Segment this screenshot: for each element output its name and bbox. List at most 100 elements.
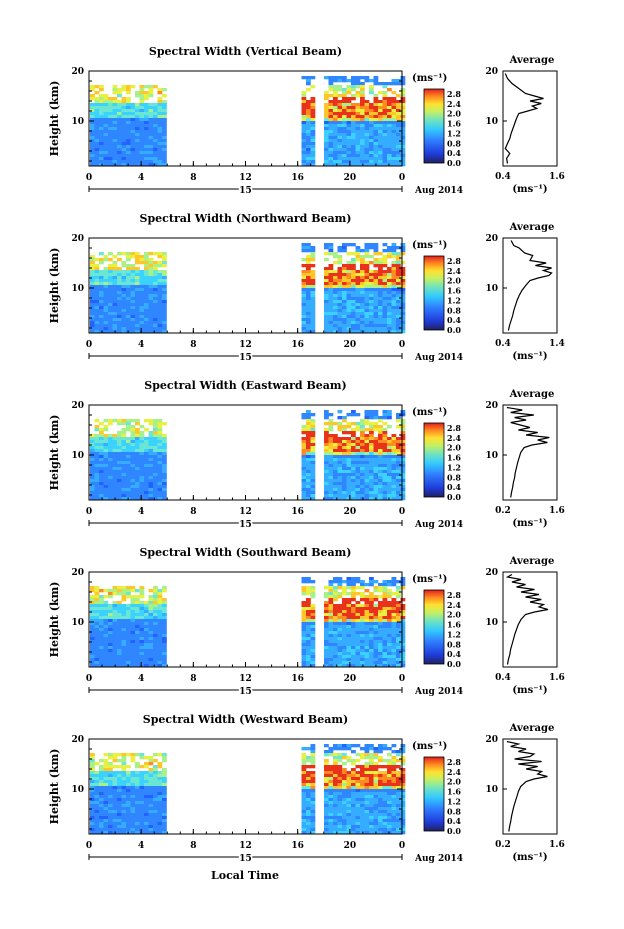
heatmap-cell (310, 479, 316, 483)
heatmap-cell (355, 163, 361, 167)
heatmap-cell (153, 127, 158, 131)
heatmap-cell (378, 494, 383, 498)
heatmap-cell (162, 309, 167, 313)
heatmap-cell (117, 625, 122, 629)
heatmap-cell (301, 625, 307, 629)
heatmap-cell (378, 640, 383, 644)
heatmap-cell (148, 637, 154, 641)
heatmap-cell (126, 652, 131, 656)
heatmap-cell (378, 449, 383, 453)
heatmap-cell (99, 473, 104, 477)
heatmap-cell (144, 91, 149, 95)
heatmap-cell (144, 324, 149, 328)
heatmap-cell (369, 497, 374, 501)
heatmap-cell (373, 291, 379, 295)
heatmap-cell (333, 154, 338, 158)
heatmap-cell (126, 631, 131, 635)
heatmap-cell (117, 157, 122, 161)
heatmap-cell (337, 756, 343, 760)
heatmap-cell (333, 315, 338, 319)
heatmap-cell (306, 431, 311, 435)
heatmap-cell (153, 455, 158, 459)
heatmap-cell (333, 109, 338, 113)
heatmap-cell (135, 589, 140, 593)
heatmap-cell (333, 252, 338, 256)
heatmap-cell (369, 270, 374, 274)
heatmap-cell (337, 786, 343, 790)
heatmap-cell (310, 321, 316, 325)
heatmap-cell (306, 76, 311, 80)
heatmap-cell (157, 446, 163, 450)
heatmap-cell (369, 598, 374, 602)
heatmap-cell (157, 136, 163, 140)
heatmap-cell (310, 300, 316, 304)
heatmap-cell (162, 330, 167, 334)
heatmap-cell (396, 610, 401, 614)
colorbar-tick-label: 2.0 (447, 610, 461, 620)
heatmap-cell (369, 103, 374, 107)
heatmap-cell (130, 801, 136, 805)
heatmap-cell (301, 601, 307, 605)
heatmap-cell (99, 485, 104, 489)
heatmap-cell (306, 285, 311, 289)
heatmap-cell (360, 148, 365, 152)
heatmap-cell (108, 470, 113, 474)
heatmap-cell (324, 452, 329, 456)
heatmap-cell (346, 488, 352, 492)
heatmap-cell (360, 303, 365, 307)
heatmap-cell (355, 121, 361, 125)
heatmap-cell (103, 601, 109, 605)
heatmap-cell (369, 595, 374, 599)
heatmap-cell (333, 76, 338, 80)
heatmap-cell (369, 473, 374, 477)
heatmap-cell (126, 100, 131, 104)
heatmap-cell (333, 106, 338, 110)
heatmap-cell (162, 631, 167, 635)
heatmap-cell (301, 792, 307, 796)
heatmap-cell (342, 464, 347, 468)
heatmap-cell (328, 473, 334, 477)
profile-title: Average (509, 222, 555, 233)
heatmap-cell (130, 774, 136, 778)
heatmap-cell (342, 661, 347, 665)
heatmap-cell (103, 640, 109, 644)
heatmap-cell (360, 467, 365, 471)
heatmap-cell (139, 801, 145, 805)
heatmap-cell (382, 413, 388, 417)
heatmap-cell (310, 482, 316, 486)
heatmap-cell (342, 246, 347, 250)
heatmap-cell (337, 470, 343, 474)
heatmap-cell (364, 628, 370, 632)
heatmap-cell (99, 649, 104, 653)
heatmap-cell (391, 157, 397, 161)
heatmap-cell (337, 449, 343, 453)
heatmap-cell (400, 437, 406, 441)
heatmap-cell (90, 130, 95, 134)
heatmap-cell (328, 309, 334, 313)
heatmap-cell (144, 798, 149, 802)
heatmap-cell (148, 795, 154, 799)
heatmap-cell (121, 804, 127, 808)
heatmap-cell (108, 610, 113, 614)
heatmap-cell (360, 300, 365, 304)
heatmap-cell (112, 157, 118, 161)
heatmap-cell (324, 467, 329, 471)
heatmap-cell (126, 604, 131, 608)
heatmap-cell (301, 246, 307, 250)
heatmap-cell (99, 434, 104, 438)
heatmap-cell (328, 813, 334, 817)
heatmap-cell (328, 467, 334, 471)
heatmap-cell (310, 765, 316, 769)
heatmap-cell (342, 655, 347, 659)
heatmap-cell (400, 151, 406, 155)
heatmap-cell (153, 640, 158, 644)
heatmap-cell (157, 637, 163, 641)
heatmap-cell (90, 807, 95, 811)
heatmap-cell (310, 771, 316, 775)
heatmap-cell (400, 583, 406, 587)
heatmap-cell (117, 154, 122, 158)
heatmap-cell (391, 646, 397, 650)
heatmap-cell (306, 282, 311, 286)
heatmap-cell (378, 491, 383, 495)
heatmap-cell (324, 601, 329, 605)
